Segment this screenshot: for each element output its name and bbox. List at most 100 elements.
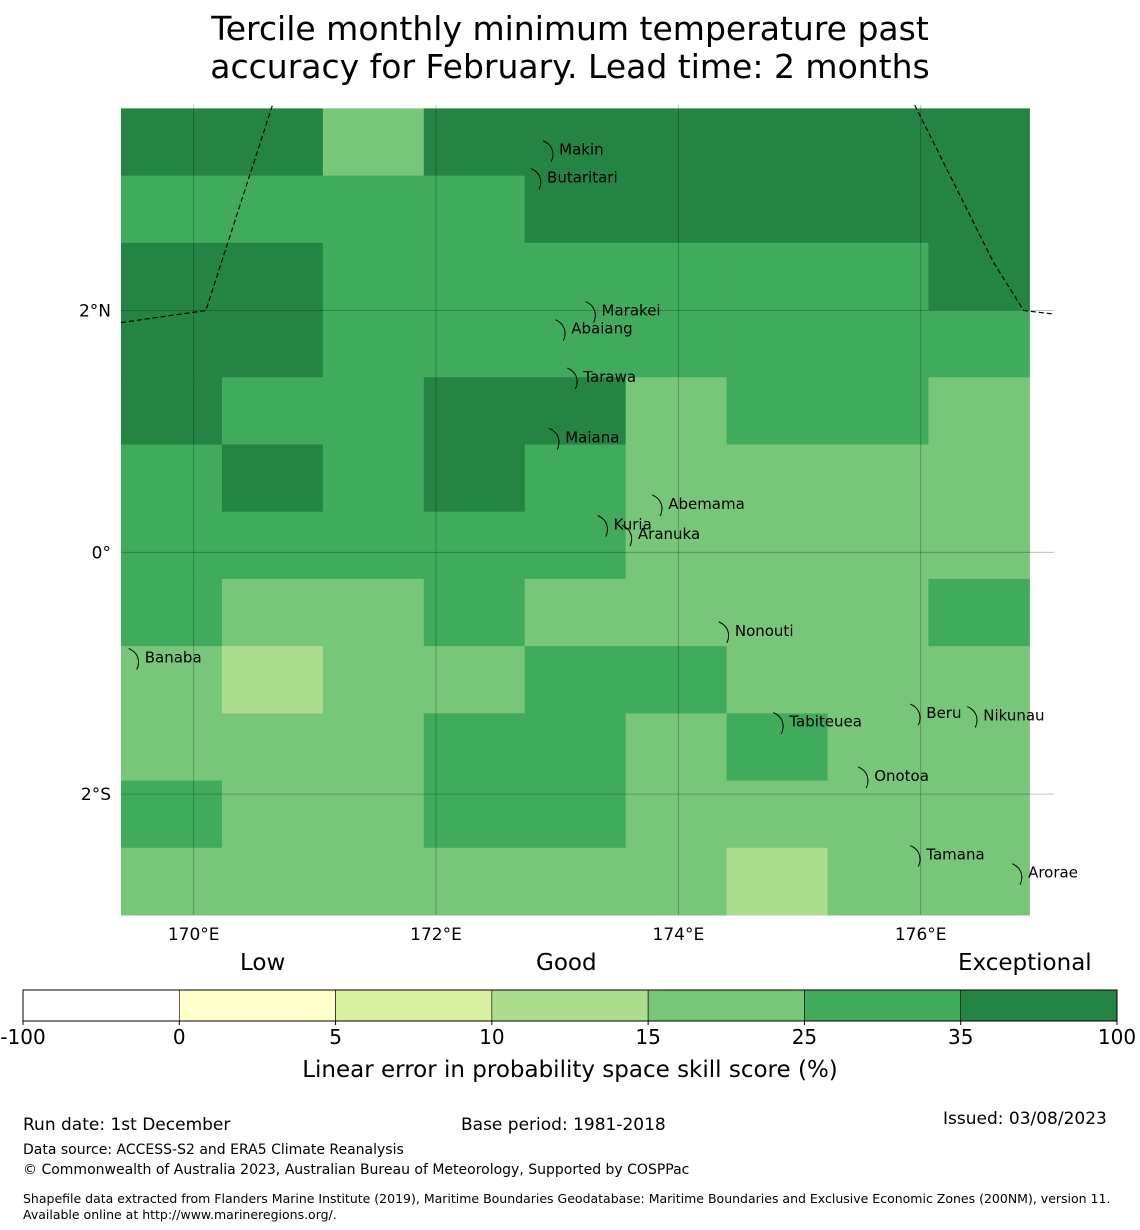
island-outline (128, 648, 140, 670)
colorbar-tick-label: 15 (635, 1025, 660, 1049)
skill-cell (322, 713, 425, 782)
skill-cell (726, 780, 829, 849)
colorbar-tick-label: 35 (948, 1025, 973, 1049)
skill-cell (322, 108, 425, 177)
skill-cell (524, 713, 627, 782)
island-label: Abemama (668, 495, 745, 513)
skill-cell (625, 780, 728, 849)
title-line-2: accuracy for February. Lead time: 2 mont… (210, 47, 930, 86)
skill-cell (524, 646, 627, 714)
skill-cell (625, 646, 728, 714)
skill-cell (423, 847, 526, 916)
colorbar-segment (804, 989, 962, 1022)
skill-cell (121, 511, 223, 580)
map-gridlines (121, 105, 1054, 915)
colorbar-segment (960, 989, 1118, 1022)
skill-cell (524, 578, 627, 647)
skill-cell (827, 108, 929, 177)
title-line-1: Tercile monthly minimum temperature past (211, 9, 929, 48)
skill-cell (827, 713, 929, 782)
colorbar-low-label: Low (240, 950, 286, 976)
skill-cell (423, 713, 526, 782)
skill-cell (322, 242, 425, 311)
skill-cell (121, 713, 223, 782)
map-title: Tercile monthly minimum temperature past… (0, 10, 1140, 86)
skill-cell (625, 242, 728, 311)
colorbar-tick-label: 100 (1098, 1025, 1136, 1049)
colorbar: -100 0 5 10 15 25 35 100 Linear error in probabi… (0, 989, 1136, 1083)
skill-cell (928, 310, 1030, 378)
skill-cell (221, 713, 324, 782)
island-outline (910, 845, 921, 867)
skill-grid-cells (121, 108, 1030, 916)
skill-cell (423, 377, 526, 445)
skill-cell (423, 108, 526, 177)
island-outline (567, 367, 578, 390)
skill-cell (221, 444, 324, 513)
skill-cell (625, 175, 728, 244)
skill-cell (524, 780, 627, 849)
skill-cell (121, 444, 223, 513)
island-outline (555, 319, 566, 341)
island-label: Tamana (925, 846, 984, 864)
skill-cell (524, 511, 627, 580)
skill-cell (121, 377, 223, 445)
skill-cell (625, 108, 728, 177)
skill-cell (121, 578, 223, 647)
skill-cell (928, 242, 1030, 311)
skill-cell (726, 242, 829, 311)
skill-cell (221, 108, 324, 177)
island-outline (621, 524, 633, 547)
island-outline (651, 494, 663, 517)
run-date: Run date: 1st December (23, 1115, 231, 1135)
skill-cell (928, 780, 1030, 849)
island-outline (1011, 863, 1023, 885)
island-outline (549, 428, 560, 450)
skill-cell (423, 578, 526, 647)
skill-cell (726, 511, 829, 580)
skill-cell (625, 310, 728, 378)
island-outline (585, 301, 596, 323)
island-outline (718, 621, 730, 644)
island-outline (597, 515, 608, 537)
island-outline (542, 140, 554, 162)
skill-cell (827, 646, 929, 714)
skill-cell (221, 578, 324, 647)
eez-boundary-west (120, 104, 274, 324)
island-label: Arorae (1028, 864, 1078, 882)
skill-cell (726, 108, 829, 177)
base-period: Base period: 1981-2018 (461, 1115, 666, 1135)
skill-cell (726, 310, 829, 378)
skill-cell (625, 444, 728, 513)
island-label: Maiana (565, 428, 619, 446)
x-tick-label: 170°E (168, 925, 220, 945)
skill-cell (625, 847, 728, 916)
skill-cell (928, 108, 1030, 177)
colorbar-tick-label: 25 (792, 1025, 817, 1049)
island-label: Makin (559, 141, 604, 159)
skill-cell (121, 242, 223, 311)
skill-cell (827, 310, 929, 378)
skill-cell (827, 578, 929, 647)
skill-cell (928, 847, 1030, 916)
eez-boundaries (120, 104, 1055, 324)
skill-cell (726, 377, 829, 445)
skill-cell (625, 713, 728, 782)
island-label: Beru (926, 704, 961, 722)
colorbar-frame (22, 989, 1118, 1022)
skill-cell (524, 847, 627, 916)
skill-cell (928, 646, 1030, 714)
skill-cell (221, 511, 324, 580)
copyright: © Commonwealth of Australia 2023, Austra… (23, 1162, 690, 1178)
issued-date: Issued: 03/08/2023 (943, 1109, 1107, 1129)
skill-cell (524, 310, 627, 378)
skill-cell (524, 108, 627, 177)
skill-cell (827, 175, 929, 244)
colorbar-tick-label: 5 (329, 1025, 342, 1049)
colorbar-axis-label: Linear error in probability space skill … (302, 1057, 838, 1083)
island-label: Butaritari (547, 169, 618, 187)
skill-cell (625, 377, 728, 445)
island-label: Tarawa (582, 368, 636, 386)
x-tick-label: 174°E (653, 925, 705, 945)
